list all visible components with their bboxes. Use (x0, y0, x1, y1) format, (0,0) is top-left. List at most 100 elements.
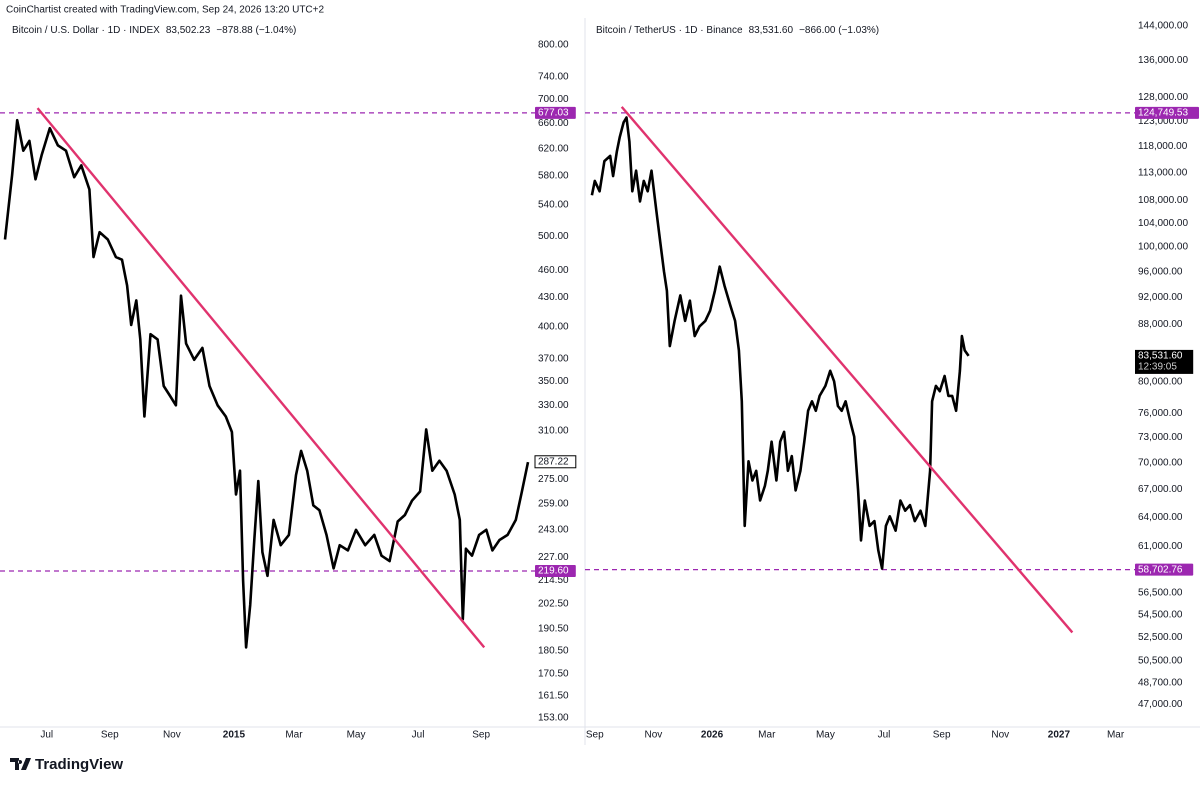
logo-text: TradingView (35, 756, 123, 773)
quote: 83,531.60 (749, 25, 794, 36)
y-tick-label: 243.00 (538, 524, 569, 535)
level-label: 219.60 (538, 566, 569, 577)
y-tick-label: 92,000.00 (1138, 292, 1183, 303)
y-tick-label: 310.00 (538, 425, 569, 436)
y-tick-label: 144,000.00 (1138, 21, 1188, 32)
y-tick-label: 136,000.00 (1138, 55, 1188, 66)
y-tick-label: 180.50 (538, 645, 569, 656)
y-tick-label: 61,000.00 (1138, 541, 1183, 552)
countdown: 12:39:05 (1138, 362, 1177, 373)
y-tick-label: 460.00 (538, 265, 569, 276)
y-tick-label: 540.00 (538, 200, 569, 211)
y-tick-label: 161.50 (538, 691, 569, 702)
y-tick-label: 800.00 (538, 40, 569, 51)
x-tick-label: 2027 (1048, 730, 1071, 741)
level-label-bg (535, 565, 576, 578)
level-label: 124,749.53 (1138, 108, 1188, 119)
x-tick-label: May (816, 730, 835, 741)
y-tick-label: 350.00 (538, 376, 569, 387)
x-tick-label: Sep (586, 730, 604, 741)
y-tick-label: 88,000.00 (1138, 319, 1183, 330)
y-tick-label: 660.00 (538, 118, 569, 129)
price-line (3, 118, 530, 649)
level-label-bg (1135, 563, 1194, 576)
y-tick-label: 76,000.00 (1138, 408, 1183, 419)
y-tick-label: 104,000.00 (1138, 218, 1188, 229)
y-tick-label: 67,000.00 (1138, 484, 1183, 495)
x-tick-label: Nov (645, 730, 663, 741)
y-tick-label: 620.00 (538, 143, 569, 154)
y-tick-label: 47,000.00 (1138, 699, 1183, 710)
price-label: 83,531.60 (1138, 351, 1183, 362)
y-tick-label: 128,000.00 (1138, 92, 1188, 103)
y-tick-label: 580.00 (538, 170, 569, 181)
attribution: CoinChartist created with TradingView.co… (6, 5, 324, 16)
x-tick-label: Nov (991, 730, 1009, 741)
chart-pane: Bitcoin / U.S. Dollar · 1D · INDEX 83,502… (0, 25, 577, 741)
y-tick-label: 214.50 (538, 575, 569, 586)
price-label-bg (1135, 349, 1194, 374)
y-tick-label: 370.00 (538, 353, 569, 364)
x-tick-label: Nov (163, 730, 181, 741)
change: −878.88 (−1.04%) (216, 25, 296, 36)
y-tick-label: 430.00 (538, 292, 569, 303)
y-tick-label: 700.00 (538, 94, 569, 105)
y-tick-label: 70,000.00 (1138, 458, 1183, 469)
level-label: 58,702.76 (1138, 564, 1183, 575)
x-tick-label: Jul (40, 730, 53, 741)
x-tick-label: Mar (1107, 730, 1125, 741)
symbol-title: Bitcoin / TetherUS · 1D · Binance (596, 25, 743, 36)
x-tick-label: Jul (412, 730, 425, 741)
x-tick-label: Sep (933, 730, 951, 741)
y-tick-label: 50,500.00 (1138, 655, 1183, 666)
y-tick-label: 259.00 (538, 498, 569, 509)
chart-header: Bitcoin / TetherUS · 1D · Binance 83,531.… (596, 25, 879, 36)
y-tick-label: 227.00 (538, 552, 569, 563)
logo: TradingView (10, 756, 123, 773)
y-tick-label: 190.50 (538, 623, 569, 634)
chart-pane: Bitcoin / TetherUS · 1D · Binance 83,531.… (585, 21, 1199, 741)
y-tick-label: 52,500.00 (1138, 632, 1183, 643)
y-tick-label: 170.50 (538, 669, 569, 680)
y-tick-label: 113,000.00 (1138, 167, 1188, 178)
symbol-title: Bitcoin / U.S. Dollar · 1D · INDEX (12, 25, 160, 36)
x-tick-label: Sep (101, 730, 119, 741)
y-tick-label: 73,000.00 (1138, 432, 1183, 443)
y-tick-label: 80,000.00 (1138, 377, 1183, 388)
level-label: 677.03 (538, 108, 569, 119)
level-label-bg (1135, 106, 1199, 119)
x-tick-label: Mar (285, 730, 303, 741)
y-tick-label: 740.00 (538, 71, 569, 82)
y-tick-label: 64,000.00 (1138, 512, 1183, 523)
y-tick-label: 500.00 (538, 231, 569, 242)
x-tick-label: May (347, 730, 366, 741)
y-tick-label: 56,500.00 (1138, 587, 1183, 598)
trendline (36, 107, 486, 649)
chart-header: Bitcoin / U.S. Dollar · 1D · INDEX 83,502… (12, 25, 296, 36)
change: −866.00 (−1.03%) (799, 25, 879, 36)
y-tick-label: 48,700.00 (1138, 677, 1183, 688)
y-tick-label: 123,000.00 (1138, 116, 1188, 127)
price-label-bg (534, 455, 577, 469)
price-label: 287.22 (538, 456, 569, 467)
y-tick-label: 330.00 (538, 400, 569, 411)
y-tick-label: 100,000.00 (1138, 242, 1188, 253)
trendline (620, 106, 1074, 634)
x-tick-label: Jul (878, 730, 891, 741)
logo-icon (10, 758, 31, 770)
y-tick-label: 108,000.00 (1138, 195, 1188, 206)
y-tick-label: 118,000.00 (1138, 141, 1188, 152)
y-tick-label: 275.00 (538, 474, 569, 485)
level-label-bg (535, 106, 576, 119)
x-tick-label: 2015 (223, 730, 246, 741)
x-tick-label: 2026 (701, 730, 724, 741)
price-line (590, 116, 970, 570)
x-tick-label: Mar (758, 730, 776, 741)
y-tick-label: 96,000.00 (1138, 266, 1183, 277)
y-tick-label: 54,500.00 (1138, 609, 1183, 620)
x-tick-label: Sep (472, 730, 490, 741)
y-tick-label: 400.00 (538, 322, 569, 333)
y-tick-label: 202.50 (538, 599, 569, 610)
